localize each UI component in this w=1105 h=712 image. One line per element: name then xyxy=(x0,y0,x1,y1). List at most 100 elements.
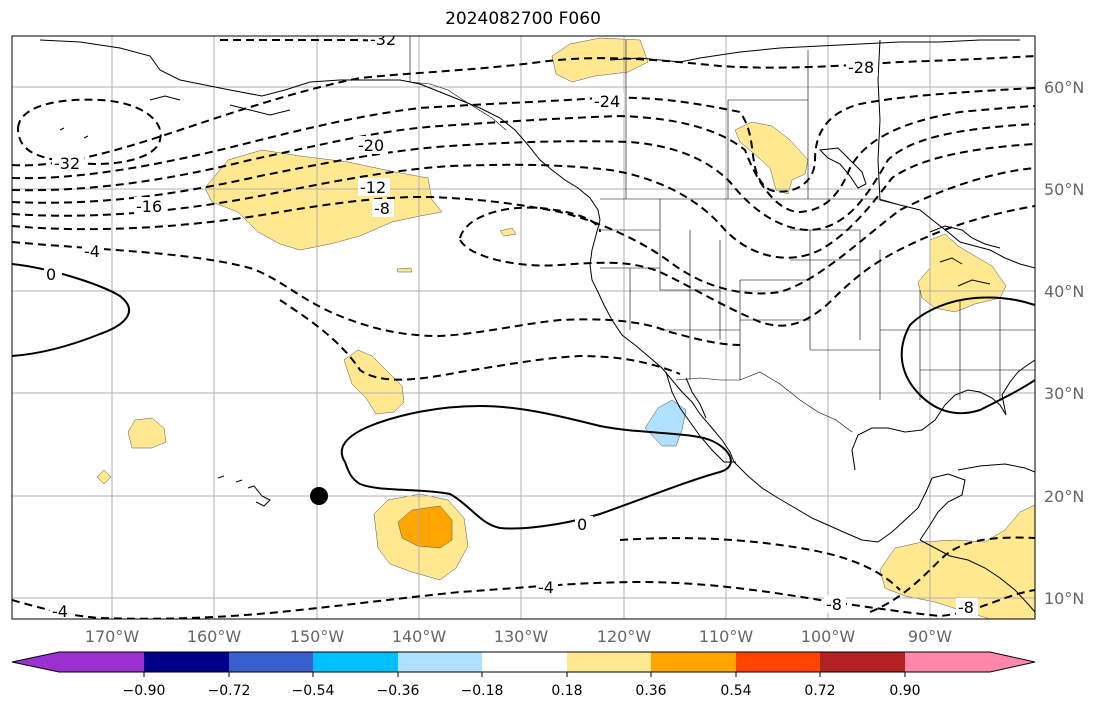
contour-label-minus8-east: -8 xyxy=(958,598,974,617)
contour-label-minus16: -16 xyxy=(136,197,162,216)
coast-central-america xyxy=(919,539,1035,613)
lon-label-150w: 150°W xyxy=(290,627,345,646)
fill-region-hawaii-east-core xyxy=(397,505,453,549)
colorbar-label-9: 0.72 xyxy=(804,683,835,699)
zero-contours xyxy=(12,263,1035,530)
colorbar-segment-11 xyxy=(905,652,990,672)
lon-label-140w: 140°W xyxy=(392,627,447,646)
contour-minus12 xyxy=(12,143,1035,259)
lat-label-30n: 30°N xyxy=(1044,384,1084,403)
island-small-1 xyxy=(59,127,89,139)
contour-minus24 xyxy=(12,87,1035,193)
lat-label-10n: 10°N xyxy=(1044,589,1084,608)
hudson-bay xyxy=(818,147,867,189)
hawaii-islands xyxy=(217,475,271,507)
political-borders xyxy=(409,36,1035,433)
colorbar-label-7: 0.36 xyxy=(635,683,666,699)
colorbar-label-5: −0.18 xyxy=(461,683,504,699)
contour-label-minus12: -12 xyxy=(360,178,386,197)
colorbar-label-3: −0.54 xyxy=(292,683,335,699)
colorbar-segment-3 xyxy=(229,652,313,672)
colorbar-label-4: −0.36 xyxy=(377,683,420,699)
coastlines xyxy=(39,39,1035,613)
contour-label-minus4: -4 xyxy=(84,242,100,261)
lon-label-90w: 90°W xyxy=(908,627,952,646)
lon-label-110w: 110°W xyxy=(699,627,754,646)
lon-label-170w: 170°W xyxy=(85,627,140,646)
colorbar-label-1: −0.90 xyxy=(123,683,166,699)
colorbar-segment-7 xyxy=(567,652,651,672)
border-alaska-canada xyxy=(409,36,507,131)
coast-mexico xyxy=(733,404,946,543)
coast-baja xyxy=(665,371,736,463)
arctic-coast xyxy=(609,39,1020,63)
fill-region-small-2 xyxy=(396,267,413,273)
great-lakes xyxy=(929,225,1001,287)
fill-region-canada-central xyxy=(734,121,809,195)
colorbar-label-2: −0.72 xyxy=(208,683,251,699)
contour-label-minus8-low: -8 xyxy=(826,595,842,614)
contour-labels: -32 -28 -24 -20 -16 -12 -8 -4 0 0 -32 -4… xyxy=(44,30,978,621)
fill-region-hawaii-west xyxy=(127,417,167,449)
lat-label-60n: 60°N xyxy=(1044,78,1084,97)
colorbar-extend-low xyxy=(12,652,59,672)
fill-region-small-diamond xyxy=(96,469,112,485)
graticule xyxy=(12,36,1035,619)
longitude-labels: 170°W 160°W 150°W 140°W 130°W 120°W 110°… xyxy=(85,627,952,646)
canada-provinces xyxy=(625,40,809,199)
contour-minus28 xyxy=(12,55,1035,167)
lon-label-120w: 120°W xyxy=(597,627,652,646)
contour-label-minus28: -28 xyxy=(848,58,874,77)
contour-label-minus32-top: -32 xyxy=(370,30,396,49)
border-us-mexico xyxy=(675,371,853,433)
contour-label-zero-west: 0 xyxy=(46,265,56,284)
contour-zero-east xyxy=(900,296,1035,415)
colorbar-segment-9 xyxy=(736,652,820,672)
colorbar-label-10: 0.90 xyxy=(889,683,920,699)
map-frame xyxy=(11,35,1036,620)
lat-label-50n: 50°N xyxy=(1044,180,1084,199)
contour-zero-west xyxy=(12,263,131,357)
location-marker xyxy=(310,487,328,505)
colorbar-label-8: 0.54 xyxy=(720,683,751,699)
colorbar-segment-5 xyxy=(398,652,482,672)
lon-label-160w: 160°W xyxy=(187,627,242,646)
state-borders xyxy=(600,199,1035,400)
colorbar-label-6: 0.18 xyxy=(551,683,582,699)
latitude-labels: 60°N 50°N 40°N 30°N 20°N 10°N xyxy=(1044,78,1084,608)
lon-label-100w: 100°W xyxy=(801,627,856,646)
contour-label-minus24: -24 xyxy=(594,92,620,111)
colorbar-extend-high xyxy=(990,652,1035,672)
map-area xyxy=(12,36,1035,619)
contour-label-minus4-low: -4 xyxy=(538,578,554,597)
contour-label-minus32-low: -32 xyxy=(54,154,80,173)
coast-gulf xyxy=(944,359,1035,416)
colorbar-segment-8 xyxy=(651,652,736,672)
coast-cuba xyxy=(957,463,1035,473)
fill-region-great-lakes xyxy=(917,233,1007,313)
colorbar-segment-2 xyxy=(144,652,229,672)
contour-label-minus20: -20 xyxy=(358,136,384,155)
contour-minus20 xyxy=(12,105,1035,214)
map-title: 2024082700 F060 xyxy=(445,9,601,29)
coast-west-us xyxy=(589,219,735,463)
colorbar-segment-6 xyxy=(482,652,567,672)
contour-zero-pacific xyxy=(340,404,732,530)
contour-minus4-inner xyxy=(459,205,1035,327)
colorbar-ticks xyxy=(143,672,906,677)
contour-minus4-mid xyxy=(12,241,741,346)
contour-minus8-loop xyxy=(459,206,601,239)
contour-label-zero-pacific: 0 xyxy=(577,515,587,534)
colorbar-segment-1 xyxy=(59,652,144,672)
contour-minus8-low xyxy=(619,536,1035,613)
colorbar-outline xyxy=(11,651,1036,673)
contour-label-minus8: -8 xyxy=(374,199,390,218)
colorbar-segment-10 xyxy=(820,652,905,672)
coast-canada-east xyxy=(877,39,1035,269)
contour-minus16 xyxy=(12,123,1035,232)
contour-label-minus4-west: -4 xyxy=(52,602,68,621)
contour-minus32-low xyxy=(17,98,162,165)
contour-minus4-west xyxy=(279,299,681,381)
colorbar xyxy=(11,651,1036,673)
